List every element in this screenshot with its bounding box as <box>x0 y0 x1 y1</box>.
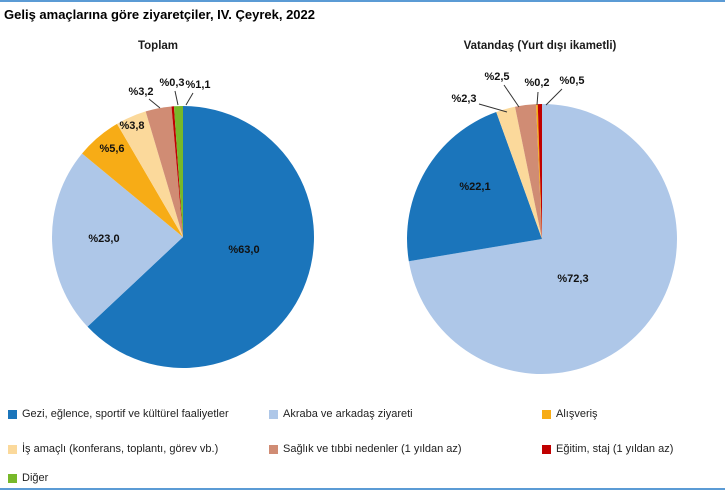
pie1-leader-e-itim-staj-1-y-ldan-az <box>545 88 563 106</box>
pie0-slice-sa-l-k-ve-t-bbi-nedenler-1-y-l <box>145 106 183 237</box>
bottom-divider <box>0 488 725 490</box>
pie0-slice-akraba-ve-arkada-ziyareti <box>52 153 183 327</box>
pie1-slice-i-ama-l-konferans-toplant-g-re <box>496 106 542 239</box>
pie0-label-di-er: %1,1 <box>185 79 210 91</box>
pie0-leader-e-itim-staj-1-y-ldan-az <box>174 90 179 106</box>
pie0-slice-di-er <box>173 106 183 237</box>
top-divider <box>0 0 725 2</box>
pie1-leader-sa-l-k-ve-t-bbi-nedenler-1-y-l <box>503 84 520 108</box>
page-title: Geliş amaçlarına göre ziyaretçiler, IV. … <box>4 7 315 22</box>
pie0-slice-i-ama-l-konferans-toplant-g-re <box>117 111 183 237</box>
pie0-label-akraba-ve-arkada-ziyareti: %23,0 <box>88 233 119 245</box>
pie0-label-sa-l-k-ve-t-bbi-nedenler-1-y-l: %3,2 <box>128 86 153 98</box>
pie1-leader-al-veri <box>536 91 539 106</box>
pie1-label-akraba-ve-arkada-ziyareti: %72,3 <box>557 273 588 285</box>
pie0-slice-al-veri <box>82 123 183 237</box>
pie1-leader-i-ama-l-konferans-toplant-g-re <box>478 103 508 113</box>
chart-title-citizens: Vatandaş (Yurt dışı ikametli) <box>463 40 617 52</box>
pie0-label-gezi-e-lence-sportif-ve-k-lt-r: %63,0 <box>228 244 259 256</box>
pie1-label-e-itim-staj-1-y-ldan-az: %0,5 <box>559 75 584 87</box>
pie0-label-i-ama-l-konferans-toplant-g-re: %3,8 <box>119 120 144 132</box>
pie1-label-gezi-e-lence-sportif-ve-k-lt-r: %22,1 <box>459 181 490 193</box>
pie1-slice-al-veri <box>536 104 542 239</box>
pie1-slice-sa-l-k-ve-t-bbi-nedenler-1-y-l <box>515 104 542 239</box>
pie0-leader-di-er <box>185 92 194 106</box>
pie1-label-sa-l-k-ve-t-bbi-nedenler-1-y-l: %2,5 <box>484 71 509 83</box>
pie1-slice-akraba-ve-arkada-ziyareti <box>408 104 678 374</box>
pie0-label-al-veri: %5,6 <box>99 143 124 155</box>
pie0-leader-sa-l-k-ve-t-bbi-nedenler-1-y-l <box>148 98 161 109</box>
pie1-label-al-veri: %0,2 <box>524 77 549 89</box>
pie0-slice-gezi-e-lence-sportif-ve-k-lt-r <box>87 106 315 368</box>
pie1-label-i-ama-l-konferans-toplant-g-re: %2,3 <box>451 93 476 105</box>
chart-title-total: Toplam <box>137 40 179 52</box>
pie0-slice-e-itim-staj-1-y-ldan-az <box>171 106 183 237</box>
pie0-label-e-itim-staj-1-y-ldan-az: %0,3 <box>159 77 184 89</box>
pie1-slice-gezi-e-lence-sportif-ve-k-lt-r <box>407 112 542 262</box>
pie1-slice-e-itim-staj-1-y-ldan-az <box>537 104 542 239</box>
